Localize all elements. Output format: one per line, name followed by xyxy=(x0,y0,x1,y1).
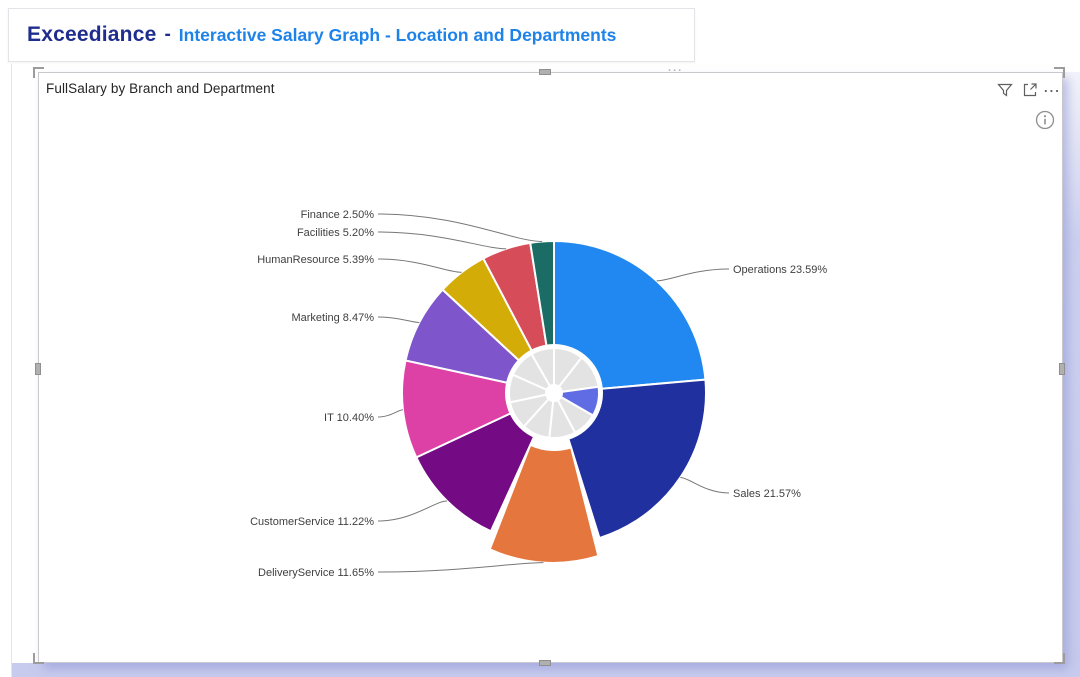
selection-handle-bottom-left[interactable] xyxy=(33,653,44,664)
slice-label-operations: Operations 23.59% xyxy=(733,264,827,276)
leader-line xyxy=(377,316,420,324)
slice-label-sales: Sales 21.57% xyxy=(733,488,801,500)
pie-slice-deliveryservice[interactable] xyxy=(488,443,600,564)
selection-handle-left-middle[interactable] xyxy=(35,363,41,375)
visual-title: FullSalary by Branch and Department xyxy=(46,81,275,96)
info-icon[interactable] xyxy=(1035,110,1055,130)
slice-label-marketing: Marketing 8.47% xyxy=(291,312,374,324)
slice-label-it: IT 10.40% xyxy=(324,412,374,424)
canvas-shadow-bottom xyxy=(12,663,1080,677)
slice-label-humanresource: HumanResource 5.39% xyxy=(257,254,374,266)
slice-label-customerservice: CustomerService 11.22% xyxy=(250,516,374,528)
slice-label-facilities: Facilities 5.20% xyxy=(297,227,374,239)
report-header: Exceediance - Interactive Salary Graph -… xyxy=(8,8,695,62)
selection-handle-bottom-middle[interactable] xyxy=(539,660,551,666)
filter-icon[interactable] xyxy=(996,81,1014,99)
selection-handle-bottom-right[interactable] xyxy=(1054,653,1065,664)
leader-line xyxy=(377,213,543,242)
inner-ring-segment[interactable] xyxy=(530,347,555,394)
canvas-edge-line xyxy=(11,64,12,677)
page-more-options-icon[interactable]: ... xyxy=(668,62,684,74)
brand-title: Exceediance xyxy=(27,23,157,46)
slice-label-deliveryservice: DeliveryService 11.65% xyxy=(258,567,374,579)
more-options-icon[interactable]: ... xyxy=(1044,80,1061,95)
canvas-shadow-right xyxy=(1063,72,1080,663)
leader-line xyxy=(377,231,507,250)
slice-label-finance: Finance 2.50% xyxy=(301,209,375,221)
selection-handle-top-right[interactable] xyxy=(1054,67,1065,78)
leader-line xyxy=(377,500,448,522)
header-separator: - xyxy=(164,24,171,45)
focus-mode-icon[interactable] xyxy=(1021,81,1039,99)
inner-ring-center xyxy=(545,384,563,402)
leader-line xyxy=(656,268,730,282)
leader-line xyxy=(377,409,403,418)
inner-ring xyxy=(505,344,603,442)
pie-labels: Operations 23.59% Sales 21.57% DeliverySer… xyxy=(250,209,827,579)
leader-line xyxy=(680,476,730,494)
selection-handle-top-left[interactable] xyxy=(33,67,44,78)
selection-handle-top-middle[interactable] xyxy=(539,69,551,75)
report-subtitle: Interactive Salary Graph - Location and … xyxy=(178,24,617,45)
leader-line xyxy=(377,562,544,573)
leader-line xyxy=(377,258,462,273)
selection-handle-right-middle[interactable] xyxy=(1059,363,1065,375)
